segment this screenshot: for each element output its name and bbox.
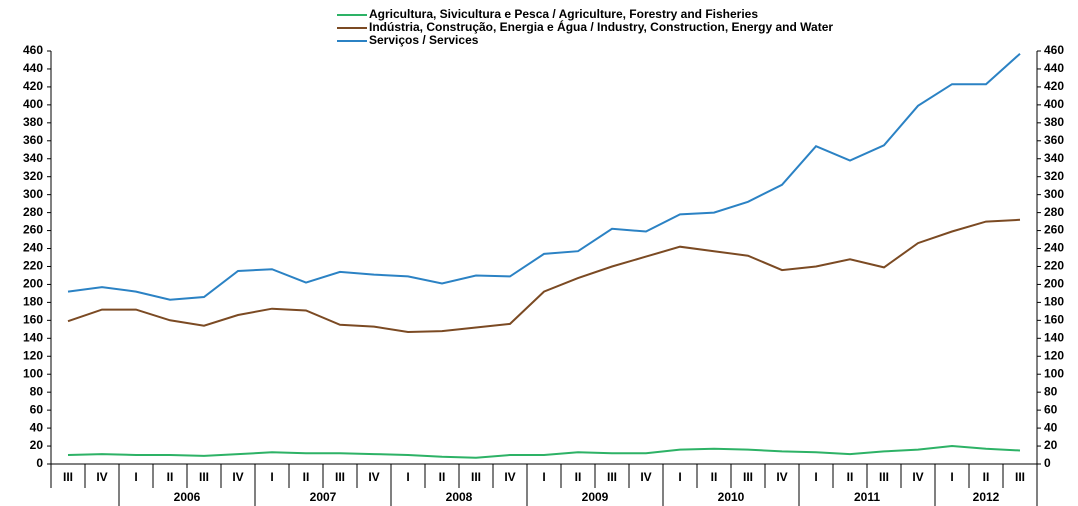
y2-tick-label: 420 xyxy=(1044,79,1064,93)
year-label: 2009 xyxy=(582,490,609,504)
y2-tick-label: 340 xyxy=(1044,151,1064,165)
y-tick-label: 320 xyxy=(23,169,43,183)
y-tick-label: 280 xyxy=(23,205,43,219)
x-tick-label: IV xyxy=(96,470,107,484)
legend-label: Serviços / Services xyxy=(369,33,479,47)
y2-tick-label: 360 xyxy=(1044,133,1064,147)
y2-tick-label: 80 xyxy=(1044,384,1058,398)
x-tick-label: III xyxy=(199,470,209,484)
x-tick-label: III xyxy=(63,470,73,484)
y2-tick-label: 220 xyxy=(1044,259,1064,273)
x-tick-label: III xyxy=(471,470,481,484)
y2-tick-label: 440 xyxy=(1044,61,1064,75)
y-tick-label: 360 xyxy=(23,133,43,147)
x-tick-label: II xyxy=(439,470,446,484)
series-line xyxy=(67,52,1021,301)
x-tick-label: IV xyxy=(232,470,243,484)
y-tick-label: 420 xyxy=(23,79,43,93)
y2-tick-label: 260 xyxy=(1044,223,1064,237)
x-tick-label: I xyxy=(678,470,681,484)
x-tick-label: I xyxy=(134,470,137,484)
x-tick-label: II xyxy=(167,470,174,484)
y-tick-label: 100 xyxy=(23,366,43,380)
y2-tick-label: 280 xyxy=(1044,205,1064,219)
y2-tick-label: 380 xyxy=(1044,115,1064,129)
x-tick-label: II xyxy=(575,470,582,484)
x-tick-label: II xyxy=(983,470,990,484)
x-tick-label: I xyxy=(406,470,409,484)
year-label: 2012 xyxy=(973,490,1000,504)
y-tick-label: 400 xyxy=(23,97,43,111)
y-tick-label: 40 xyxy=(30,420,44,434)
x-tick-label: IV xyxy=(504,470,515,484)
x-tick-label: III xyxy=(879,470,889,484)
legend-label: Indústria, Construção, Energia e Água / … xyxy=(369,19,833,34)
x-tick-label: III xyxy=(335,470,345,484)
y-tick-label: 200 xyxy=(23,277,43,291)
y-tick-label: 300 xyxy=(23,187,43,201)
x-tick-label: III xyxy=(1015,470,1025,484)
legend: Agricultura, Sivicultura e Pesca / Agric… xyxy=(337,7,833,47)
x-tick-label: I xyxy=(542,470,545,484)
y-tick-label: 460 xyxy=(23,43,43,57)
x-tick-label: IV xyxy=(368,470,379,484)
year-label: 2011 xyxy=(854,490,880,504)
y2-tick-label: 400 xyxy=(1044,97,1064,111)
y-tick-label: 140 xyxy=(23,330,43,344)
y-tick-label: 220 xyxy=(23,259,43,273)
y2-tick-label: 0 xyxy=(1044,456,1051,470)
y-tick-label: 80 xyxy=(30,384,44,398)
year-label: 2007 xyxy=(310,490,337,504)
x-tick-label: I xyxy=(950,470,953,484)
y2-tick-label: 240 xyxy=(1044,241,1064,255)
y-tick-label: 380 xyxy=(23,115,43,129)
x-tick-label: II xyxy=(303,470,310,484)
y2-tick-label: 460 xyxy=(1044,43,1064,57)
y2-tick-label: 200 xyxy=(1044,277,1064,291)
x-tick-label: II xyxy=(847,470,854,484)
year-label: 2010 xyxy=(718,490,745,504)
x-tick-label: I xyxy=(814,470,817,484)
y-tick-label: 0 xyxy=(36,456,43,470)
year-label: 2006 xyxy=(174,490,201,504)
series-line xyxy=(67,444,1021,459)
y2-tick-label: 300 xyxy=(1044,187,1064,201)
y-tick-label: 120 xyxy=(23,348,43,362)
y2-tick-label: 120 xyxy=(1044,348,1064,362)
y2-tick-label: 140 xyxy=(1044,330,1064,344)
x-tick-label: I xyxy=(270,470,273,484)
year-label: 2008 xyxy=(446,490,473,504)
y-tick-label: 240 xyxy=(23,241,43,255)
y-tick-label: 20 xyxy=(30,438,44,452)
y-tick-label: 60 xyxy=(30,402,44,416)
x-tick-label: III xyxy=(743,470,753,484)
y2-tick-label: 20 xyxy=(1044,438,1058,452)
y-tick-label: 160 xyxy=(23,313,43,327)
y2-tick-label: 40 xyxy=(1044,420,1058,434)
x-tick-label: IV xyxy=(912,470,923,484)
series-line xyxy=(67,218,1021,334)
y-tick-label: 260 xyxy=(23,223,43,237)
y2-tick-label: 60 xyxy=(1044,402,1058,416)
y2-tick-label: 160 xyxy=(1044,313,1064,327)
legend-label: Agricultura, Sivicultura e Pesca / Agric… xyxy=(369,7,758,21)
y-tick-label: 180 xyxy=(23,295,43,309)
x-tick-label: IV xyxy=(776,470,787,484)
x-tick-label: III xyxy=(607,470,617,484)
x-tick-label: IV xyxy=(640,470,651,484)
y-tick-label: 340 xyxy=(23,151,43,165)
y-tick-label: 440 xyxy=(23,61,43,75)
y2-tick-label: 100 xyxy=(1044,366,1064,380)
x-tick-label: II xyxy=(711,470,718,484)
y2-tick-label: 320 xyxy=(1044,169,1064,183)
y2-tick-label: 180 xyxy=(1044,295,1064,309)
